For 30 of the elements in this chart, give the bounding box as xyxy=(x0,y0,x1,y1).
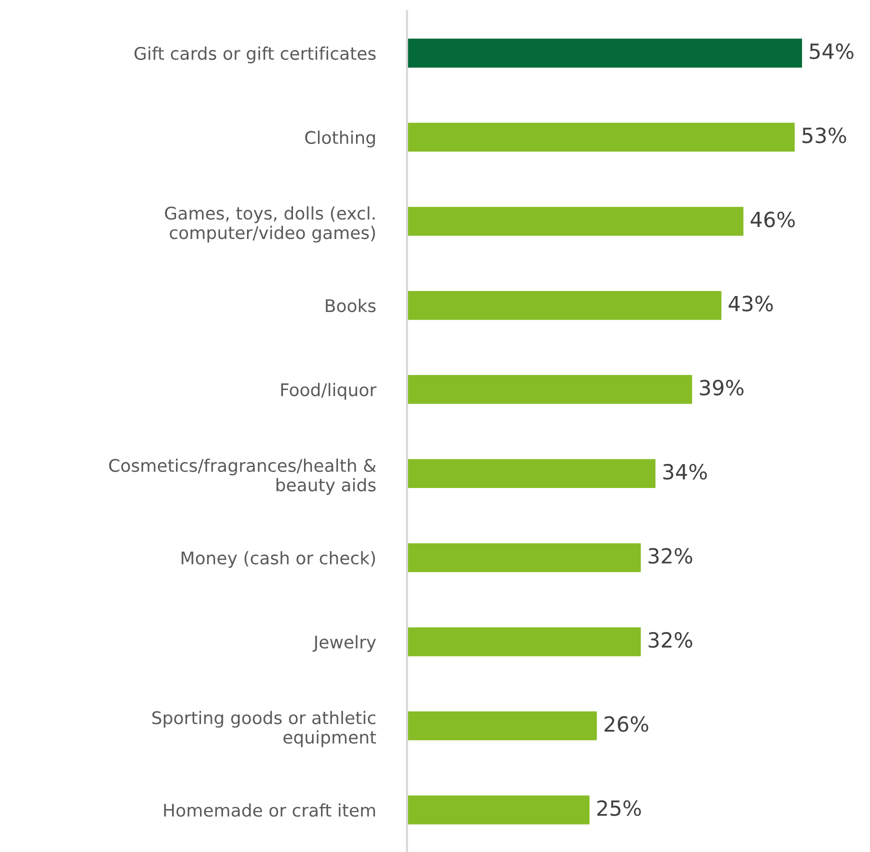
bar xyxy=(407,374,694,406)
y-tick-label: Homemade or craft item xyxy=(164,803,375,817)
data-label: 43% xyxy=(728,296,773,312)
y-tick-label: Books xyxy=(326,298,376,312)
bar xyxy=(407,121,796,154)
y-tick-label: Cosmetics/fragrances/health & beauty aids xyxy=(109,458,376,495)
y-tick-label: Sporting goods or athletic equipment xyxy=(152,710,376,748)
y-tick-label: Money (cash or check) xyxy=(182,551,375,568)
bar xyxy=(407,290,723,322)
data-label: 34% xyxy=(663,464,707,480)
bar xyxy=(407,205,745,238)
data-label: 39% xyxy=(700,380,744,396)
data-label: 26% xyxy=(604,716,648,732)
bar xyxy=(407,794,591,826)
y-tick-label: Jewelry xyxy=(312,635,376,652)
y-tick-label: Gift cards or gift certificates xyxy=(134,46,376,64)
bar xyxy=(407,37,804,69)
data-label: 54% xyxy=(810,43,854,60)
bar xyxy=(407,458,657,490)
y-tick-label: Food/liquor xyxy=(281,382,376,400)
data-label: 32% xyxy=(648,632,692,648)
y-tick-label: Clothing xyxy=(305,130,375,148)
data-label: 53% xyxy=(802,128,846,144)
y-tick-label: Games, toys, dolls (excl. computer/video games) xyxy=(165,206,375,243)
data-label: 46% xyxy=(750,212,795,228)
data-label: 32% xyxy=(648,548,692,564)
bar xyxy=(407,626,642,658)
bar xyxy=(407,710,598,742)
data-label: 25% xyxy=(597,800,641,816)
bar xyxy=(407,542,642,574)
